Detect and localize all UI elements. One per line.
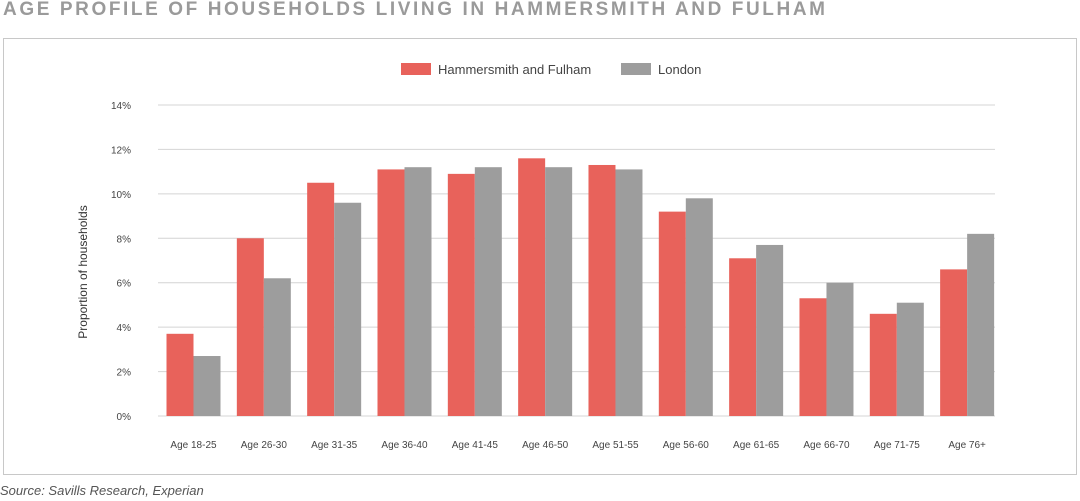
x-tick-label: Age 56-60 bbox=[663, 440, 710, 451]
source-note: Source: Savills Research, Experian bbox=[0, 483, 204, 498]
bar-hammersmith-fulham bbox=[447, 173, 475, 416]
x-tick-label: Age 76+ bbox=[948, 440, 986, 451]
bar-london bbox=[967, 233, 995, 416]
bar-london bbox=[474, 167, 502, 416]
bar-london bbox=[404, 167, 432, 416]
x-axis-ticks: Age 18-25 Age 26-30 Age 31-35 Age 36-40 Age … bbox=[170, 440, 986, 451]
x-tick-label: Age 51-55 bbox=[592, 440, 639, 451]
x-tick-label: Age 36-40 bbox=[381, 440, 428, 451]
bar-hammersmith-fulham bbox=[307, 182, 335, 416]
legend-swatch bbox=[401, 63, 431, 75]
bar-london bbox=[826, 282, 854, 416]
x-tick-label: Age 71-75 bbox=[874, 440, 921, 451]
x-tick-label: Age 18-25 bbox=[170, 440, 217, 451]
bar-hammersmith-fulham bbox=[518, 158, 546, 417]
legend: Hammersmith and Fulham London bbox=[401, 62, 701, 77]
y-axis-ticks: 0% 2% 4% 6% 8% 10% 12% 14% bbox=[111, 101, 131, 423]
bar-hammersmith-fulham bbox=[377, 169, 405, 416]
y-tick-label: 8% bbox=[117, 234, 132, 245]
legend-entry: London bbox=[658, 62, 701, 77]
bar-hammersmith-fulham bbox=[940, 269, 968, 416]
y-tick-label: 4% bbox=[117, 323, 132, 334]
y-tick-label: 2% bbox=[117, 368, 132, 379]
bar-london bbox=[545, 167, 573, 416]
y-tick-label: 14% bbox=[111, 101, 131, 112]
bar-london bbox=[263, 278, 291, 416]
bar-hammersmith-fulham bbox=[588, 164, 616, 416]
bar-hammersmith-fulham bbox=[729, 258, 757, 416]
bar-hammersmith-fulham bbox=[236, 238, 264, 416]
legend-entry: Hammersmith and Fulham bbox=[438, 62, 591, 77]
bar-london bbox=[685, 198, 713, 416]
y-tick-label: 0% bbox=[117, 412, 132, 423]
bar-hammersmith-fulham bbox=[799, 298, 827, 416]
bar-london bbox=[334, 202, 362, 416]
bar-london bbox=[756, 244, 784, 416]
chart-frame bbox=[3, 38, 1077, 475]
y-axis-label: Proportion of households bbox=[76, 205, 90, 338]
x-tick-label: Age 61-65 bbox=[733, 440, 780, 451]
y-tick-label: 10% bbox=[111, 190, 131, 201]
bar-hammersmith-fulham bbox=[658, 211, 686, 416]
x-tick-label: Age 46-50 bbox=[522, 440, 569, 451]
bar-hammersmith-fulham bbox=[166, 333, 194, 416]
legend-swatch bbox=[621, 63, 651, 75]
x-tick-label: Age 66-70 bbox=[803, 440, 850, 451]
gridlines bbox=[158, 104, 995, 417]
chart-title: AGE PROFILE OF HOUSEHOLDS LIVING IN HAMM… bbox=[3, 0, 828, 20]
bar-hammersmith-fulham bbox=[869, 313, 897, 416]
y-tick-label: 6% bbox=[117, 279, 132, 290]
bar-london bbox=[193, 356, 221, 416]
x-tick-label: Age 26-30 bbox=[241, 440, 288, 451]
bar-london bbox=[615, 169, 643, 416]
bars bbox=[166, 158, 995, 417]
x-tick-label: Age 41-45 bbox=[452, 440, 499, 451]
bar-london bbox=[896, 302, 924, 416]
x-tick-label: Age 31-35 bbox=[311, 440, 358, 451]
y-tick-label: 12% bbox=[111, 145, 131, 156]
